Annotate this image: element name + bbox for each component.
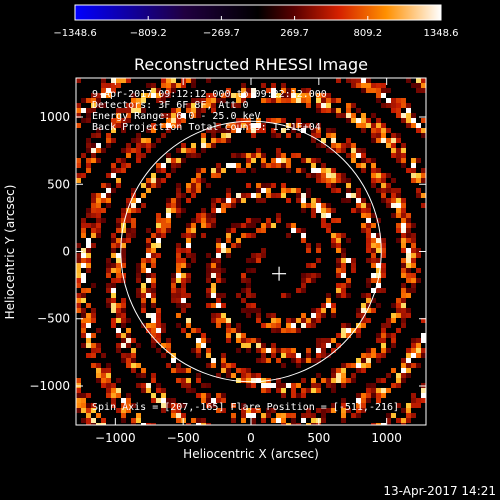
- x-tick-label: −1000: [95, 431, 136, 445]
- heatmap-image: [76, 78, 426, 425]
- colorbar-tick-label: −269.7: [203, 28, 240, 39]
- x-axis-label: Heliocentric X (arcsec): [183, 447, 319, 461]
- annotation-spin-flare: Spin Axis = [207,-165] Flare Position = …: [92, 402, 399, 413]
- chart-title: Reconstructed RHESSI Image: [134, 55, 368, 74]
- y-axis-ticks: −1000 −500 0 500 1000: [29, 110, 426, 393]
- x-tick-label: 500: [307, 431, 330, 445]
- y-tick-label: −500: [37, 312, 70, 326]
- solar-limb-circle: [120, 120, 382, 383]
- y-tick-label: 500: [47, 177, 70, 191]
- y-tick-label: −1000: [29, 379, 70, 393]
- colorbar-tick-label: −1348.6: [53, 28, 96, 39]
- annotation-time-range: 9-Apr-2017 09:12:12.000 to 09:22:12.000: [92, 89, 327, 100]
- annotation-energy-range: Energy Range: 6.0 - 25.0 keV: [92, 111, 261, 122]
- x-tick-label: −500: [167, 431, 200, 445]
- y-tick-label: 0: [62, 245, 70, 259]
- x-tick-label: 1000: [371, 431, 402, 445]
- x-axis-ticks: −1000 −500 0 500 1000: [95, 78, 402, 445]
- colorbar-tick-label: 1348.6: [424, 28, 459, 39]
- colorbar-tick-label: 269.7: [280, 28, 309, 39]
- annotation-method-counts: Back Projection Total counts: 1.11E+04: [92, 122, 321, 133]
- timestamp: 13-Apr-2017 14:21: [383, 484, 496, 498]
- y-tick-label: 1000: [39, 110, 70, 124]
- colorbar-ticks: −1348.6 −809.2 −269.7 269.7 809.2 1348.6: [53, 16, 459, 39]
- colorbar-tick-label: −809.2: [130, 28, 167, 39]
- annotation-detectors: Detectors: 3F 6F 8F, Att 0: [92, 100, 249, 111]
- colorbar: [74, 4, 442, 21]
- spin-axis-marker: [272, 266, 287, 281]
- y-axis-label: Heliocentric Y (arcsec): [3, 185, 17, 320]
- colorbar-tick-label: 809.2: [353, 28, 382, 39]
- x-tick-label: 0: [247, 431, 255, 445]
